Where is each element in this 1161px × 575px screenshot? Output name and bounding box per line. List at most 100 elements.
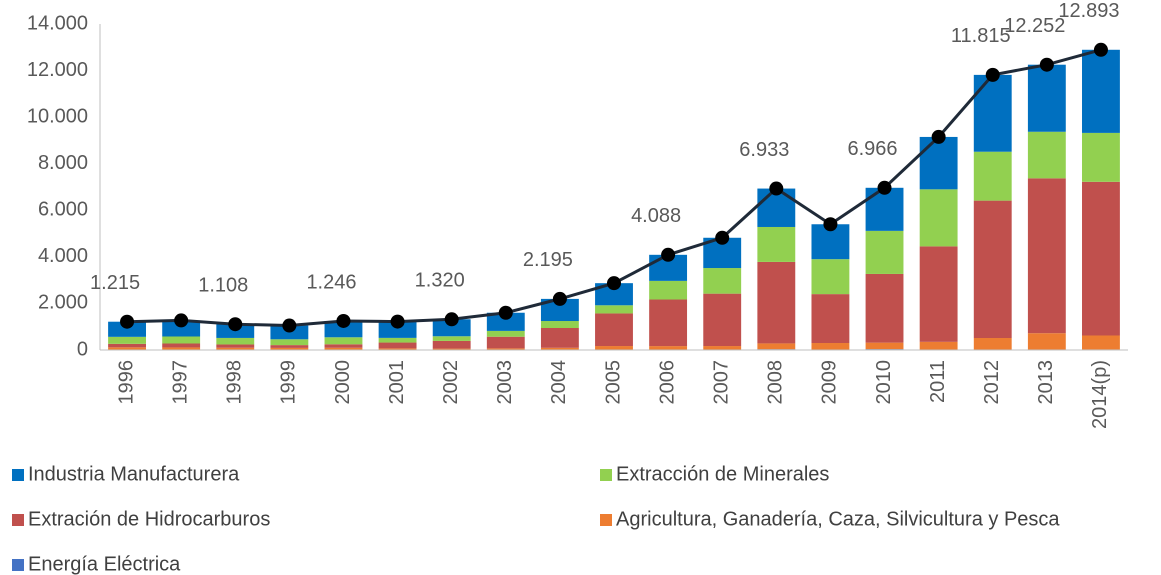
- x-tick-label: 2003: [494, 360, 516, 405]
- bar-segment: [270, 347, 309, 350]
- y-tick-label: 6.000: [38, 199, 88, 221]
- total-marker: [498, 305, 513, 320]
- bar-segment: [486, 312, 525, 331]
- data-label: 12.893: [1058, 0, 1119, 22]
- total-marker: [661, 247, 676, 262]
- bar-segment: [108, 336, 146, 344]
- bar-segment: [595, 283, 633, 306]
- bar-segment: [1082, 49, 1120, 133]
- total-marker: [444, 312, 459, 327]
- data-label: 4.088: [631, 205, 681, 227]
- bar-segment: [432, 336, 471, 341]
- total-marker: [336, 313, 351, 328]
- data-label: 12.252: [1004, 15, 1065, 37]
- bar-segment: [1027, 333, 1066, 350]
- total-marker: [174, 313, 189, 328]
- total-marker: [607, 276, 621, 291]
- bar-segment: [919, 136, 958, 190]
- bar-segment: [378, 337, 417, 343]
- bar-segment: [1027, 64, 1066, 132]
- bar-segment: [757, 343, 796, 350]
- total-marker: [823, 217, 838, 232]
- total-marker: [769, 181, 784, 196]
- x-tick-label: 2011: [927, 360, 949, 403]
- bar-segment: [703, 268, 742, 294]
- bar-segment: [1027, 178, 1066, 334]
- bar-segment: [919, 341, 958, 350]
- legend-swatch: [600, 514, 612, 526]
- bar-segment: [1082, 132, 1120, 182]
- x-tick-label: 2013: [1035, 360, 1057, 405]
- bar-segment: [649, 346, 688, 350]
- bar-segment: [432, 319, 471, 337]
- x-tick-label: 1998: [224, 360, 246, 405]
- bar-segment: [270, 339, 309, 346]
- bar-segment: [919, 189, 958, 247]
- x-tick-label: 2012: [981, 360, 1003, 405]
- legend-label: Extracción de Minerales: [616, 463, 829, 485]
- total-marker: [120, 314, 135, 329]
- data-label: 6.933: [739, 139, 789, 161]
- bar-segment: [324, 344, 363, 348]
- legend-swatch: [12, 514, 24, 526]
- bar-segment: [432, 348, 471, 350]
- bar-segment: [216, 347, 255, 350]
- total-marker: [715, 230, 730, 245]
- bar-segment: [595, 346, 633, 350]
- bar-segment: [378, 342, 417, 349]
- bar-segment: [324, 347, 363, 350]
- bar-segment: [432, 340, 471, 349]
- x-tick-label: 2004: [548, 360, 570, 405]
- bar-segment: [108, 343, 146, 348]
- y-tick-label: 14.000: [27, 12, 88, 34]
- bar-segment: [865, 230, 904, 274]
- bar-segment: [1082, 181, 1120, 336]
- x-tick-label: 2001: [386, 360, 408, 405]
- x-tick-label: 1997: [169, 360, 191, 405]
- bar-segment: [865, 342, 904, 350]
- bar-segment: [811, 259, 850, 295]
- bar-segment: [595, 305, 633, 314]
- y-tick-label: 0: [77, 338, 88, 360]
- total-marker: [1093, 42, 1108, 57]
- bar-segment: [162, 320, 201, 337]
- bar-segment: [270, 345, 309, 348]
- y-tick-label: 8.000: [38, 152, 88, 174]
- data-label: 1.108: [198, 274, 248, 296]
- legend-label: Industria Manufacturera: [28, 463, 240, 485]
- data-label: 1.215: [90, 272, 140, 294]
- x-tick-label: 2000: [332, 360, 354, 405]
- bar-segment: [811, 343, 850, 350]
- legend-label: Energía Eléctrica: [28, 553, 181, 575]
- bar-segment: [973, 74, 1012, 152]
- bar-segment: [703, 293, 742, 347]
- bar-segment: [973, 338, 1012, 350]
- legend-swatch: [12, 559, 24, 571]
- x-tick-label: 2010: [873, 360, 895, 405]
- bar-segment: [649, 299, 688, 347]
- x-tick-label: 2008: [765, 360, 787, 405]
- x-tick-label: 1999: [278, 360, 300, 405]
- legend-label: Extración de Hidrocarburos: [28, 508, 270, 530]
- bar-segment: [324, 337, 363, 345]
- bar-segment: [811, 294, 850, 344]
- total-marker: [877, 180, 892, 195]
- total-marker: [552, 291, 567, 306]
- bar-segment: [540, 321, 579, 328]
- bar-segment: [540, 298, 579, 322]
- legend: Industria Manufacturera Extracción de Min…: [12, 463, 1060, 575]
- total-marker: [1039, 57, 1054, 72]
- bar-segment: [108, 321, 146, 337]
- x-tick-label: 2006: [656, 360, 678, 405]
- bar-segment: [973, 200, 1012, 339]
- bar-segment: [1027, 131, 1066, 179]
- bar-segment: [162, 343, 201, 348]
- bar-segment: [108, 347, 146, 350]
- bar-segment: [162, 347, 201, 350]
- data-label: 1.320: [415, 270, 465, 292]
- bar-segment: [216, 344, 255, 348]
- bar-segment: [703, 346, 742, 350]
- bar-segment: [486, 348, 525, 350]
- bar-segment: [1082, 335, 1120, 350]
